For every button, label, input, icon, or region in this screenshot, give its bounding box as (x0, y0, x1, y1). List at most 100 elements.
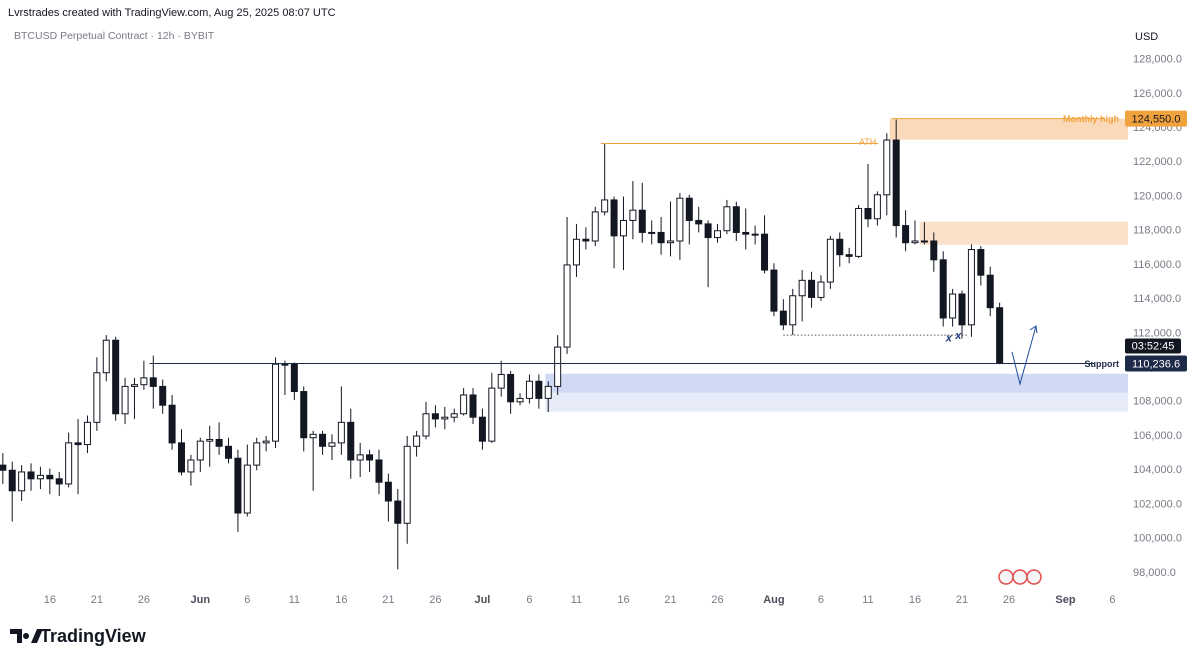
price-label-box (1125, 355, 1187, 372)
candle-body (554, 346, 562, 387)
candle-body (601, 199, 609, 213)
candle-body (516, 397, 524, 403)
brand-name: TradingView (40, 626, 147, 646)
x-tick-label: 16 (617, 594, 629, 606)
candle-body (55, 478, 63, 485)
candle-body (309, 433, 317, 439)
candle-body (102, 339, 110, 374)
x-tick-label: 6 (526, 594, 532, 606)
candle-body (920, 240, 928, 243)
candle-body (177, 442, 185, 473)
candle-body (939, 259, 947, 319)
y-tick-label: 102,000.0 (1133, 498, 1182, 510)
candle-body (977, 249, 985, 276)
x-tick-label: 11 (289, 594, 300, 606)
candle-body (817, 281, 825, 298)
candle-body (206, 438, 214, 442)
candle-body (366, 454, 374, 461)
projection-arrow (1011, 325, 1037, 386)
candle-body (215, 438, 223, 447)
candle-body (742, 231, 750, 235)
candle-body (892, 139, 900, 227)
y-tick-label: 118,000.0 (1133, 225, 1181, 237)
candle-body (648, 231, 656, 234)
y-tick-label: 104,000.0 (1133, 464, 1182, 476)
credit: Lvrstrades created with TradingView.com,… (8, 7, 336, 19)
candle-body (8, 469, 16, 492)
candle-body (300, 391, 308, 439)
candle-body (855, 207, 863, 257)
x-tick-label: 16 (44, 594, 56, 606)
candle-body (83, 421, 91, 446)
candle-body (610, 199, 618, 237)
y-tick-label: 112,000.0 (1133, 327, 1181, 339)
candle-body (619, 219, 627, 237)
candle-body (262, 440, 270, 444)
currency: USD (1135, 31, 1158, 43)
candle-body (413, 435, 421, 447)
candle-body (74, 442, 82, 446)
countdown-box (1125, 338, 1181, 354)
candle-body (18, 471, 26, 492)
x-tick-label: 6 (818, 594, 824, 606)
x-tick-label: Sep (1055, 594, 1075, 606)
candle-body (281, 363, 289, 366)
candle-body (140, 377, 148, 386)
candle-body (544, 385, 552, 399)
candle-body (469, 394, 477, 418)
candle-body (883, 139, 891, 196)
candle-body (930, 240, 938, 261)
candle-body (949, 293, 957, 319)
y-tick-label: 100,000.0 (1133, 533, 1182, 545)
y-tick-label: 120,000.0 (1133, 190, 1182, 202)
y-tick-label: 108,000.0 (1133, 396, 1182, 408)
y-tick-label: 128,000.0 (1133, 54, 1182, 66)
zone (545, 373, 1128, 393)
zone (889, 118, 1128, 140)
candle-body (723, 206, 731, 232)
x-tick-label: 11 (862, 594, 873, 606)
candle-body (65, 442, 73, 485)
candle-body (535, 380, 543, 399)
candle-body (93, 372, 101, 423)
candle-body (779, 310, 787, 326)
candle-body (337, 421, 345, 444)
event-icons (998, 569, 1042, 585)
candle-body (751, 233, 759, 236)
candle-body (714, 230, 722, 239)
level-label: ATH (859, 137, 876, 147)
arrow-head (1029, 325, 1038, 334)
candle-body (770, 269, 778, 312)
candle-body (356, 454, 364, 461)
price-label-box (1125, 110, 1187, 127)
y-tick-label: 114,000.0 (1133, 293, 1181, 305)
candle-body (328, 442, 336, 447)
candle-body (789, 295, 797, 326)
candle-body (808, 279, 816, 298)
candle-body (488, 387, 496, 442)
candle-body (112, 339, 120, 415)
x-tick-label: 21 (956, 594, 968, 606)
candle-body (695, 219, 703, 225)
candle-body (563, 264, 571, 348)
x-tick-label: 6 (1109, 594, 1115, 606)
candle-body (629, 209, 637, 221)
candle-body (582, 238, 590, 242)
x-marker: x (945, 332, 953, 344)
candle-body (657, 231, 665, 244)
y-tick-label: 116,000.0 (1133, 259, 1181, 271)
candle-body (798, 279, 806, 297)
candle-body (243, 464, 251, 514)
candle-body (676, 197, 684, 242)
level-label: Support (1085, 359, 1120, 369)
candle-body (572, 238, 580, 266)
candle-body (0, 464, 7, 471)
candle-body (196, 440, 204, 461)
x-tick-label: 11 (571, 594, 582, 606)
candle-body (234, 457, 242, 514)
x-tick-label: 6 (244, 594, 250, 606)
candle-body (422, 413, 430, 437)
y-tick-label: 126,000.0 (1133, 88, 1182, 100)
